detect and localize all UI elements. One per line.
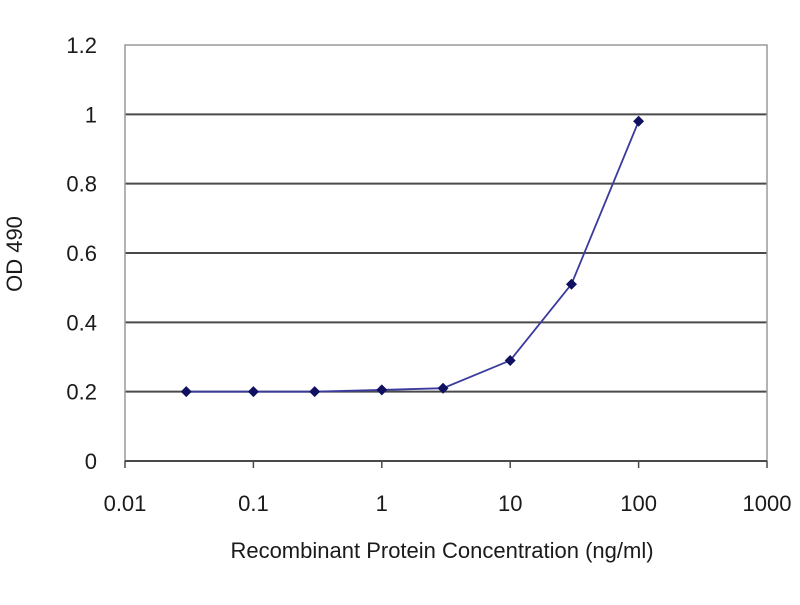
data-point — [376, 384, 388, 396]
grid-layer — [125, 113, 767, 393]
data-point — [504, 354, 516, 366]
y-tick-label: 0.4 — [66, 310, 97, 335]
data-point — [247, 386, 259, 398]
data-point — [309, 386, 321, 398]
x-tick-label: 100 — [620, 491, 657, 516]
y-tick-label: 0.6 — [66, 241, 97, 266]
x-tick-label: 1 — [376, 491, 388, 516]
series-line — [186, 120, 640, 393]
y-tick-label: 1.2 — [66, 33, 97, 58]
x-tick-label: 1000 — [743, 491, 792, 516]
y-tick-labels: 0 0.2 0.4 0.6 0.8 1 1.2 — [66, 33, 97, 474]
y-tick-label: 0.8 — [66, 172, 97, 197]
plot-frame — [124, 44, 768, 462]
data-point — [565, 278, 577, 290]
x-tick-labels: 0.01 0.1 1 10 100 1000 — [104, 461, 792, 516]
y-tick-label: 0.2 — [66, 380, 97, 405]
x-axis-title: Recombinant Protein Concentration (ng/ml… — [230, 538, 653, 563]
y-tick-label: 1 — [85, 102, 97, 127]
data-point — [633, 115, 645, 127]
x-tick-label: 0.01 — [104, 491, 147, 516]
data-point — [437, 382, 449, 394]
series-layer — [180, 115, 645, 398]
data-point — [180, 386, 192, 398]
x-tick-label: 10 — [498, 491, 522, 516]
y-tick-label: 0 — [85, 449, 97, 474]
y-axis-title: OD 490 — [2, 216, 27, 292]
x-tick-label: 0.1 — [238, 491, 269, 516]
